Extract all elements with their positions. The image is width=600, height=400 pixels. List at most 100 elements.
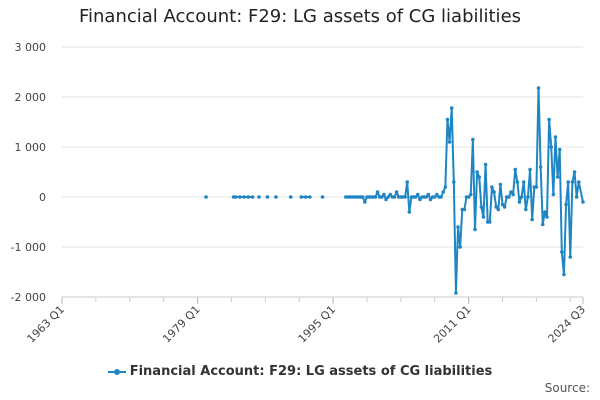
data-point	[452, 180, 456, 184]
data-point	[468, 192, 473, 197]
data-point	[454, 291, 458, 295]
data-point	[551, 192, 556, 197]
data-point	[481, 215, 486, 219]
data-point	[536, 86, 541, 90]
data-point	[380, 195, 384, 199]
data-point	[494, 205, 498, 209]
data-point	[566, 180, 570, 184]
data-point	[403, 195, 407, 199]
data-point	[526, 195, 530, 199]
data-point	[320, 195, 325, 199]
data-point	[530, 217, 534, 222]
data-point	[549, 145, 554, 149]
data-point	[517, 200, 522, 204]
data-point	[466, 195, 471, 199]
data-point	[456, 225, 460, 229]
data-point	[572, 170, 577, 174]
x-tick-label: 2024 Q3	[546, 303, 589, 346]
data-point	[360, 195, 365, 199]
data-point	[375, 190, 380, 194]
data-point	[394, 190, 399, 194]
data-point	[363, 200, 367, 204]
data-point	[557, 147, 562, 152]
data-point	[392, 195, 397, 199]
data-point	[246, 195, 251, 199]
x-tick-label: 1979 Q1	[160, 303, 203, 346]
data-point	[568, 255, 573, 259]
data-point	[458, 245, 462, 249]
data-point	[407, 210, 412, 214]
y-tick-label: 1 000	[15, 141, 47, 154]
data-point	[502, 205, 507, 209]
data-point	[432, 195, 437, 199]
data-point	[435, 192, 439, 197]
data-point	[560, 250, 564, 254]
data-point	[564, 202, 568, 207]
data-point	[507, 195, 511, 199]
source-label: Source:	[544, 381, 590, 395]
data-point	[413, 195, 418, 199]
data-point	[562, 272, 566, 277]
data-point	[521, 180, 526, 184]
data-point	[498, 182, 503, 187]
legend[interactable]: Financial Account: F29: LG assets of CG …	[0, 364, 600, 379]
data-point	[428, 197, 433, 202]
data-point	[538, 165, 543, 169]
data-point	[483, 162, 488, 167]
data-point	[492, 190, 496, 194]
data-point	[416, 192, 420, 197]
data-point	[519, 195, 524, 199]
data-point	[574, 195, 579, 199]
data-point	[555, 175, 560, 179]
x-tick-label: 1963 Q1	[25, 303, 68, 346]
data-point	[405, 180, 410, 184]
data-point	[439, 195, 443, 199]
data-point	[443, 185, 448, 189]
data-point	[307, 195, 312, 199]
data-point	[540, 222, 545, 227]
data-point	[384, 197, 388, 202]
data-point	[265, 195, 270, 199]
data-point	[543, 210, 547, 214]
legend-series-marker	[107, 367, 126, 377]
data-point	[242, 195, 246, 199]
data-point	[441, 190, 446, 194]
data-point	[388, 192, 393, 197]
data-point	[386, 195, 390, 199]
data-point	[488, 220, 492, 224]
y-tick-label: 0	[39, 191, 46, 204]
data-point	[462, 207, 467, 212]
legend-series-label: Financial Account: F29: LG assets of CG …	[129, 364, 493, 379]
data-point	[473, 227, 477, 232]
data-point	[373, 195, 378, 199]
data-point	[479, 205, 484, 209]
data-point	[576, 180, 581, 184]
data-point	[511, 192, 515, 197]
y-tick-label: 3 000	[15, 41, 47, 54]
data-point	[299, 195, 304, 199]
chart-title: Financial Account: F29: LG assets of CG …	[78, 6, 522, 27]
series-line	[233, 87, 584, 294]
data-point	[545, 215, 549, 219]
data-point	[447, 140, 452, 144]
data-point	[496, 207, 501, 212]
data-point	[418, 197, 422, 202]
x-tick-label: 2011 Q1	[431, 303, 474, 346]
data-point	[204, 195, 208, 199]
data-point	[553, 135, 558, 139]
data-point	[426, 192, 431, 197]
data-point	[570, 180, 575, 184]
data-point	[250, 195, 255, 199]
data-point	[382, 192, 386, 197]
data-point	[581, 200, 585, 204]
data-point	[547, 117, 551, 122]
data-point	[534, 185, 539, 189]
data-point	[509, 190, 513, 194]
data-point	[257, 195, 261, 199]
data-point	[477, 175, 482, 179]
data-point	[233, 195, 238, 199]
data-point	[475, 170, 479, 174]
data-point	[288, 195, 293, 199]
data-point	[445, 117, 450, 122]
data-point	[238, 195, 242, 199]
